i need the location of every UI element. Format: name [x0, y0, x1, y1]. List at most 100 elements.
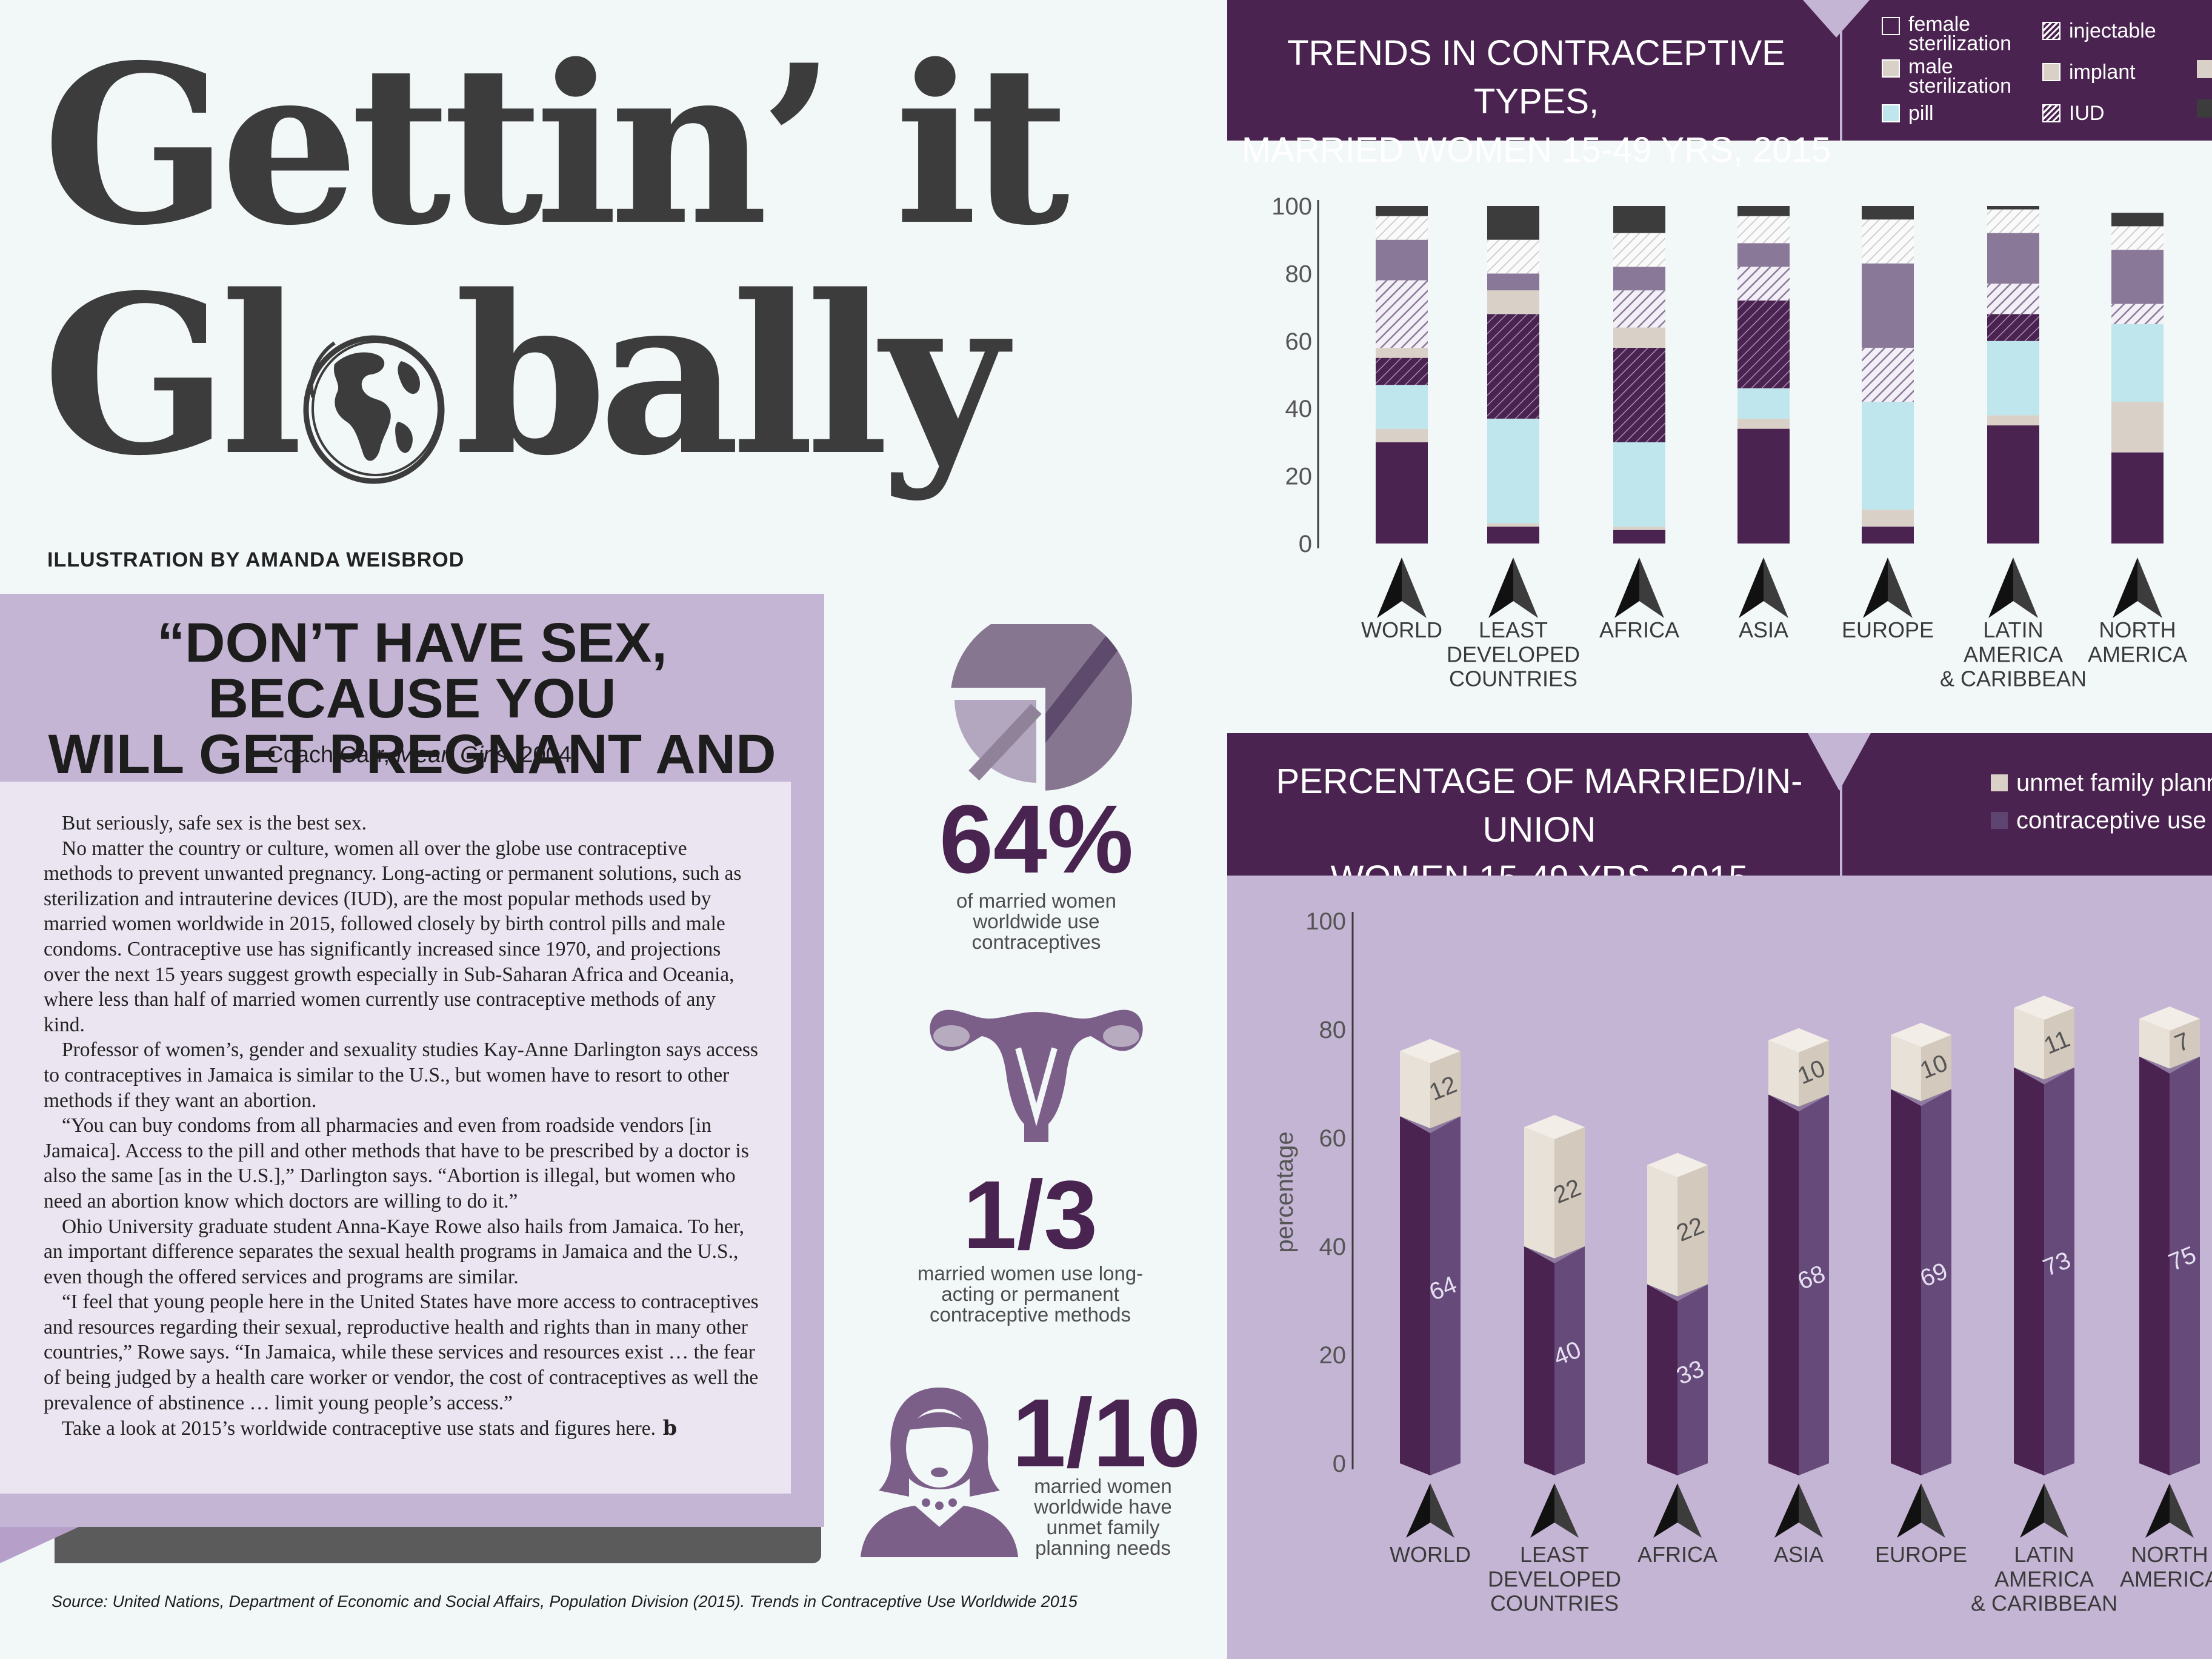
source-note: Source: United Nations, Department of Ec… [52, 1592, 1078, 1611]
tick-label-line: & CARIBBEAN [1940, 667, 2087, 691]
legend-swatch [2042, 104, 2060, 122]
legend-iud: IUD [2042, 102, 2212, 125]
bar-segment [1737, 388, 1790, 419]
bar-segment [1487, 527, 1539, 544]
article-end-mark: b [656, 1416, 678, 1440]
bar-segment [1613, 327, 1665, 348]
arrow-icon-right [1921, 1483, 1945, 1538]
y-tick-label: 100 [1305, 908, 1346, 935]
arrow-icon-left [1988, 557, 2013, 618]
y-axis-label: percentage [1271, 1131, 1298, 1252]
legend-swatch [2042, 63, 2060, 81]
y-tick-label: 20 [1319, 1342, 1347, 1369]
globe-icon [298, 303, 450, 485]
legend-swatch [1991, 812, 2008, 829]
chart2-header [1227, 733, 2212, 876]
arrow-icon-left [1488, 557, 1513, 618]
bar-segment [1862, 347, 1914, 402]
tick-label: NORTH AMERICA [2088, 617, 2187, 667]
woman-icon [854, 1381, 1024, 1557]
arrow-icon [1774, 1483, 1823, 1538]
arrow-icon [1739, 557, 1788, 618]
stat-64-value: 64% [939, 785, 1134, 893]
tick-label-line: AMERICA [1994, 1566, 2094, 1591]
arrow-icon [1988, 557, 2038, 618]
arrow-icon [2145, 1483, 2194, 1538]
arrow-icon-left [2113, 557, 2137, 618]
tick-label-line: LEAST [1479, 617, 1548, 642]
bar-use-left [2139, 1056, 2170, 1475]
stat-64-caption: of married women worldwide use contracep… [956, 889, 1117, 953]
bar-unmet-right [1554, 1127, 1585, 1258]
legend-swatch [1882, 104, 1900, 122]
uterus-icon [909, 994, 1164, 1145]
bar-segment [1987, 284, 2039, 314]
tick-label-line: DEVELOPED [1488, 1566, 1621, 1591]
tick-label-line: AMERICA [2088, 642, 2187, 667]
tick-label: AFRICA [1599, 617, 1679, 642]
arrow-icon [2020, 1483, 2068, 1538]
bar-segment [1613, 206, 1665, 233]
y-tick-label: 20 [1285, 464, 1313, 490]
tick-label-line: AFRICA [1599, 617, 1679, 642]
bar-top [1400, 1039, 1461, 1063]
bar-top [2139, 1006, 2200, 1031]
chart2-header-divider [1840, 733, 1842, 876]
arrow-icon-left [2020, 1483, 2044, 1538]
chart1-legend: female sterilization male sterilization … [1882, 14, 2212, 136]
bar-segment [1376, 347, 1428, 358]
bar-segment [2111, 213, 2164, 227]
arrow-icon-right [1677, 1483, 1702, 1538]
arrow-icon-right [1430, 1483, 1454, 1538]
bar-segment [1737, 243, 1790, 267]
y-tick-label: 80 [1319, 1017, 1347, 1043]
article-body: But seriously, safe sex is the best sex.… [44, 811, 759, 1441]
quote-line1: “DON’T HAVE SEX, BECAUSE YOU [157, 612, 667, 730]
bar-divider [1524, 1246, 1585, 1263]
bar-segment [1737, 428, 1790, 544]
bar-unmet-right [2044, 1008, 2074, 1080]
bar-segment [1862, 263, 1914, 348]
bar-unmet-left [1891, 1034, 1921, 1102]
arrow-icon-right [2013, 557, 2038, 618]
tick-label-line: LATIN [2014, 1542, 2074, 1567]
arrow-icon [1897, 1483, 1945, 1538]
tick-label-line: NORTH [2099, 617, 2176, 642]
bar-unmet-right [2170, 1019, 2200, 1069]
bar-segment [1613, 442, 1665, 527]
bar-unmet-left [2014, 1008, 2044, 1080]
bar-segment [1862, 527, 1914, 544]
bar-use-left [1768, 1094, 1799, 1475]
y-tick-label: 60 [1285, 328, 1313, 355]
article-paragraph: Take a look at 2015’s worldwide contrace… [62, 1416, 678, 1440]
legend-pill: pill [1882, 102, 2051, 125]
arrow-icon [1406, 1483, 1454, 1538]
bar-segment [1376, 385, 1428, 429]
bar-segment [1737, 300, 1790, 388]
article-paragraph: Ohio University graduate student Anna-Ka… [44, 1215, 745, 1288]
bar-segment [1613, 290, 1665, 328]
bar-top [1891, 1022, 1951, 1047]
bar-use-right [1799, 1094, 1829, 1475]
arrow-icon-left [1406, 1483, 1430, 1538]
bar-divider [1768, 1094, 1829, 1112]
bar-segment [1376, 357, 1428, 385]
bar-segment [1862, 402, 1914, 510]
legend-unmet: unmet family plann [1991, 770, 2212, 797]
bar-segment [1987, 314, 2039, 341]
article-paragraph: But seriously, safe sex is the best sex. [62, 812, 367, 834]
bar-segment [1613, 267, 1665, 291]
bar-segment [2111, 402, 2164, 453]
bar-segment [1862, 219, 1914, 264]
bar-use-right [1430, 1116, 1461, 1475]
article-paragraph: Professor of women’s, gender and sexuali… [44, 1039, 758, 1112]
legend-contraceptive-use: contraceptive use [1991, 807, 2207, 834]
tick-label-line: LATIN [1983, 617, 2043, 642]
bar-unmet-right [1799, 1040, 1829, 1107]
arrow-icon [1488, 557, 1538, 618]
tick-label-line: WORLD [1390, 1542, 1471, 1567]
arrow-icon-left [1614, 557, 1639, 618]
